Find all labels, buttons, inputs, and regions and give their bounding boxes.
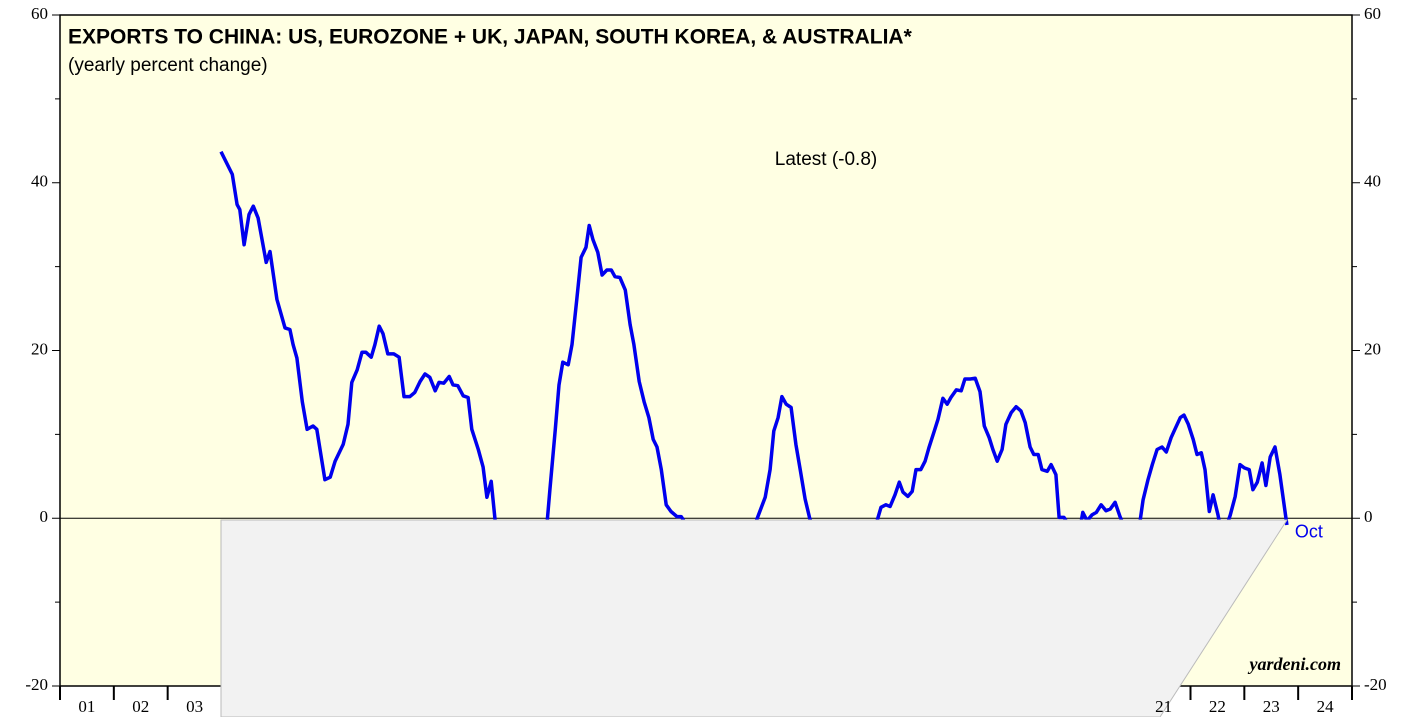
annotation: Latest (-0.8) [775,149,877,170]
y-tick-label: -20 [25,675,48,694]
chart-subtitle: (yearly percent change) [68,55,268,76]
y-tick-label: 40 [31,172,48,191]
x-tick-label: 22 [1209,697,1226,716]
x-tick-label: 23 [1263,697,1280,716]
y-tick-label: 60 [31,4,48,23]
y2-tick-label: 0 [1364,507,1373,526]
x-tick-label: 01 [78,697,95,716]
x-tick-label: 02 [132,697,149,716]
y2-tick-label: 60 [1364,4,1381,23]
x-tick-label: 03 [186,697,203,716]
x-tick-label: 21 [1155,697,1172,716]
y-tick-label: 20 [31,339,48,358]
source: yardeni.com [1248,654,1342,674]
y2-tick-label: 20 [1364,339,1381,358]
y2-tick-label: 40 [1364,172,1381,191]
overlay [220,519,1288,717]
x-tick-label: 24 [1317,697,1335,716]
chart-title: EXPORTS TO CHINA: US, EUROZONE + UK, JAP… [68,26,913,49]
y-tick-label: 0 [40,507,49,526]
y2-tick-label: -20 [1364,675,1387,694]
end-label: Oct [1295,522,1323,542]
series-line [219,150,1289,621]
